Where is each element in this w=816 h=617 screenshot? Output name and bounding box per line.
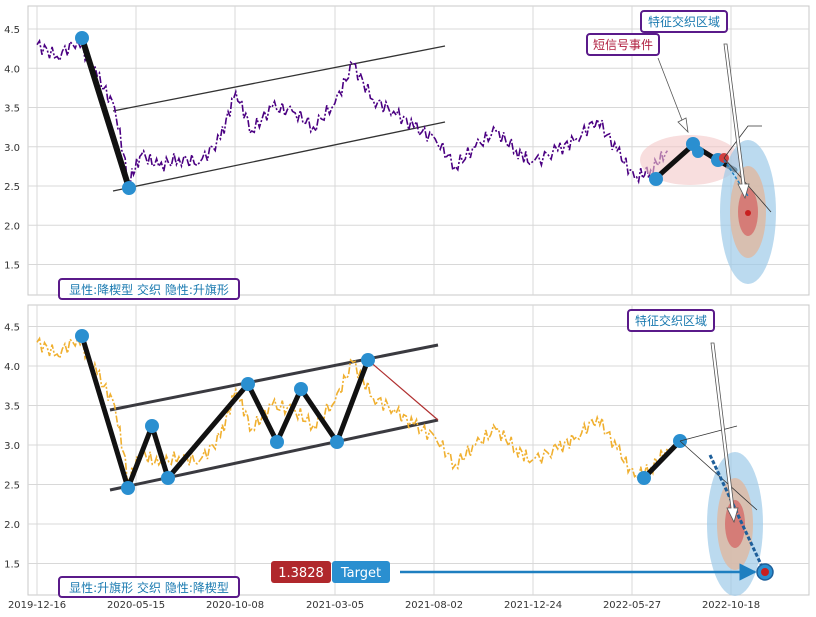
bottom-region-label: 特征交织区域	[627, 309, 715, 332]
bottom-y-axis: 1.5 2.0 2.5 3.0 3.5 4.0 4.5	[4, 323, 20, 571]
bottom-region-label-text: 特征交织区域	[635, 313, 707, 328]
bottom-region-callout-arrow	[710, 342, 739, 524]
x-tick-label: 2022-10-18	[702, 600, 760, 611]
y-tick-label: 4.0	[4, 362, 20, 373]
target-badge: Target	[332, 561, 390, 583]
bottom-pattern-marker	[75, 329, 89, 343]
top-target-zone	[720, 140, 776, 284]
bottom-pattern-marker	[145, 419, 159, 433]
y-tick-label: 4.5	[4, 25, 20, 36]
y-tick-label: 3.0	[4, 441, 20, 452]
signal-event-label: 短信号事件	[586, 33, 660, 56]
bottom-pattern-marker	[294, 382, 308, 396]
top-pattern-label: 显性:降楔型 交织 隐性:升旗形	[58, 278, 240, 300]
top-pattern-marker	[75, 31, 89, 45]
y-tick-label: 1.5	[4, 560, 20, 571]
bottom-panel: 1.5 2.0 2.5 3.0 3.5 4.0 4.5 1.3828	[4, 304, 810, 598]
y-tick-label: 4.5	[4, 323, 20, 334]
x-tick-label: 2021-12-24	[504, 600, 562, 611]
signal-event-label-text: 短信号事件	[593, 38, 653, 52]
y-tick-label: 2.5	[4, 481, 20, 492]
y-tick-label: 3.0	[4, 143, 20, 154]
y-tick-label: 2.0	[4, 520, 20, 531]
bottom-forecast-line	[641, 438, 683, 481]
top-region-label-text: 特征交织区域	[648, 14, 720, 29]
value-badge-text: 1.3828	[278, 566, 324, 581]
x-tick-label: 2020-10-08	[206, 600, 264, 611]
bottom-pattern-marker	[121, 481, 135, 495]
signal-callout-arrow	[657, 57, 689, 134]
top-region-label: 特征交织区域	[640, 10, 728, 33]
y-tick-label: 2.5	[4, 182, 20, 193]
bottom-gridlines	[28, 305, 809, 595]
bottom-channel-upper	[109, 343, 439, 412]
x-tick-label: 2021-03-05	[306, 600, 364, 611]
y-tick-label: 1.5	[4, 261, 20, 272]
x-tick-label: 2020-05-15	[107, 600, 165, 611]
target-badge-text: Target	[340, 566, 381, 581]
bottom-forecast-marker	[637, 471, 651, 485]
top-price-series	[36, 38, 669, 187]
y-tick-label: 4.0	[4, 64, 20, 75]
x-tick-label: 2019-12-16	[8, 600, 66, 611]
top-panel: 1.5 2.0 2.5 3.0 3.5 4.0 4.5	[4, 5, 810, 300]
bottom-pattern-marker	[161, 471, 175, 485]
bottom-pattern-marker	[361, 353, 375, 367]
value-badge: 1.3828	[271, 561, 331, 583]
bottom-pattern-marker	[330, 435, 344, 449]
y-tick-label: 2.0	[4, 221, 20, 232]
bottom-projection-dashed	[708, 454, 767, 574]
y-tick-label: 3.5	[4, 104, 20, 115]
bottom-breakout-line	[367, 359, 439, 421]
top-channel-lower	[112, 121, 446, 192]
bottom-pattern-label: 显性:升旗形 交织 隐性:降楔型	[58, 576, 240, 598]
bottom-target-zone	[707, 452, 763, 596]
top-channel-upper	[112, 45, 446, 112]
bottom-pattern-markers	[75, 329, 375, 495]
x-axis: 2019-12-16 2020-05-15 2020-10-08 2021-03-05…	[8, 600, 760, 611]
bottom-pattern-marker	[270, 435, 284, 449]
bottom-pattern-label-text: 显性:升旗形 交织 隐性:降楔型	[69, 580, 229, 595]
top-y-axis: 1.5 2.0 2.5 3.0 3.5 4.0 4.5	[4, 25, 20, 272]
top-gridlines	[28, 6, 809, 295]
x-tick-label: 2022-05-27	[603, 600, 661, 611]
bottom-target-center	[761, 568, 769, 576]
region-callout-arrow	[723, 43, 750, 200]
y-tick-label: 3.5	[4, 402, 20, 413]
top-forecast-marker	[692, 146, 704, 158]
top-forecast-marker	[649, 172, 663, 186]
bottom-pattern-marker	[241, 377, 255, 391]
top-wedge-pattern-line	[79, 35, 132, 191]
x-tick-label: 2021-08-02	[405, 600, 463, 611]
bottom-projection-lines	[679, 425, 758, 511]
top-pattern-marker	[122, 181, 136, 195]
top-pattern-label-text: 显性:降楔型 交织 隐性:升旗形	[69, 282, 229, 297]
